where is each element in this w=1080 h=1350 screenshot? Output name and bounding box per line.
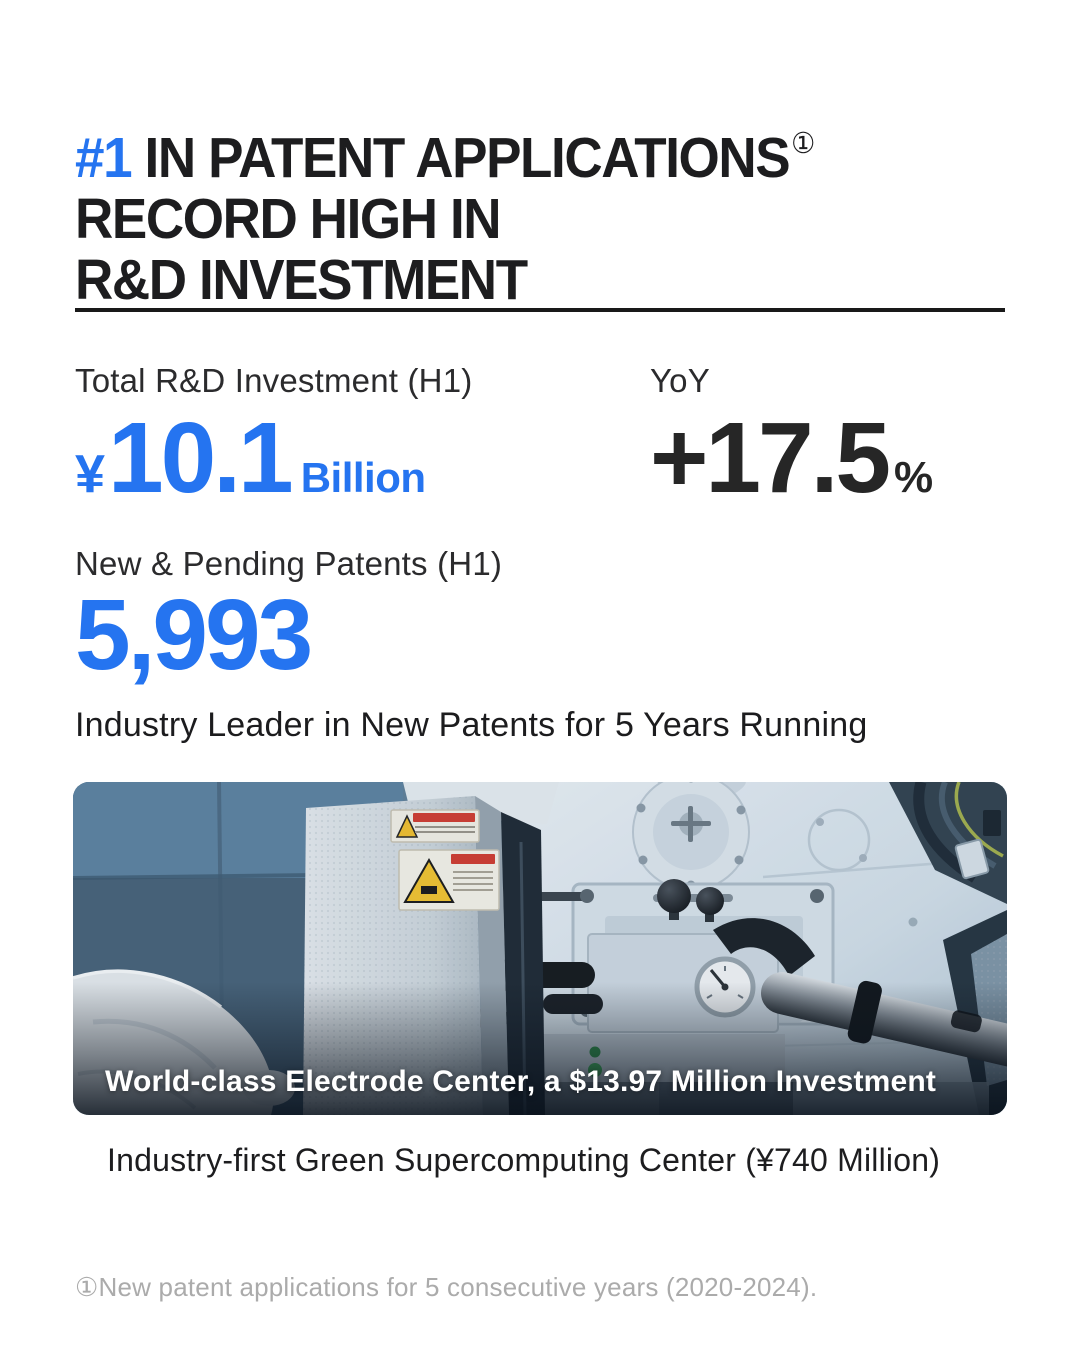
flange-port [632,782,750,891]
clamp-arm [713,918,815,976]
rd-investment-amount: 10.1 [108,402,294,514]
caption-gradient [73,982,1007,1115]
warning-label-icon [398,849,500,911]
patents-value: 5,993 [75,579,313,691]
lab-equipment-illustration [73,782,1007,1115]
section-divider [75,308,1005,312]
blank-port [807,808,871,872]
supercomputing-statement: Industry-first Green Supercomputing Cent… [107,1142,941,1178]
electrode-center-photo: World-class Electrode Center, a $13.97 M… [73,782,1007,1115]
warning-label-icon [390,809,480,843]
rank-number: #1 [75,126,133,191]
patents-label: New & Pending Patents (H1) [75,545,503,582]
headline-line3: R&D INVESTMENT [75,248,528,313]
yoy-value: +17.5 % [650,403,933,513]
yoy-label: YoY [650,362,710,399]
rd-investment-unit: Billion [300,454,426,501]
yoy-unit: % [894,453,934,502]
ball-knobs [657,879,724,922]
yoy-amount: +17.5 [650,402,891,514]
cable-bundle [889,782,1007,904]
footnote: ①New patent applications for 5 consecuti… [75,1272,818,1302]
footnote-mark: ① [791,128,816,161]
page-title: #1 IN PATENT APPLICATIONS① RECORD HIGH I… [75,118,1014,311]
patents-amount: 5,993 [75,579,313,691]
industry-leader-statement: Industry Leader in New Patents for 5 Yea… [75,706,868,744]
rd-investment-value: ¥ 10.1 Billion [75,403,426,513]
currency-symbol: ¥ [75,444,106,504]
headline-line1: IN PATENT APPLICATIONS [144,126,791,191]
photo-caption: World-class Electrode Center, a $13.97 M… [105,1065,937,1098]
rd-investment-label: Total R&D Investment (H1) [75,362,473,399]
headline-line2: RECORD HIGH IN [75,187,502,252]
